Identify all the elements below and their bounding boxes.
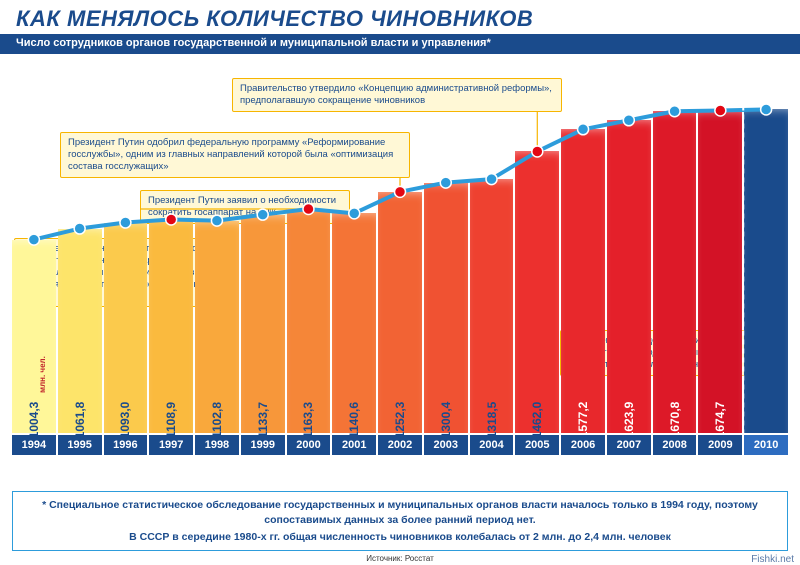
bar-slot: 1577,2 — [561, 96, 605, 433]
bar-value-label: 1674,7 — [713, 402, 727, 439]
bar-value-label: 1163,3 — [301, 402, 315, 438]
bar-value-label: 1577,2 — [576, 402, 590, 439]
year-label: 2004 — [470, 435, 514, 455]
source-label: Источник: Росстат — [0, 554, 800, 563]
bar: 1623,9 — [607, 120, 651, 433]
year-label: 2005 — [515, 435, 559, 455]
bar-value-label: 1102,8 — [210, 402, 224, 438]
footnote-box: * Специальное статистическое обследовани… — [12, 491, 788, 551]
bar: 1133,7 — [241, 215, 285, 433]
chart-area: 1004,3млн. чел.1061,81093,01108,91102,81… — [12, 96, 788, 455]
year-label: 2007 — [607, 435, 651, 455]
infographic-frame: КАК МЕНЯЛОСЬ КОЛИЧЕСТВО ЧИНОВНИКОВ Число… — [0, 0, 800, 565]
year-label: 2009 — [698, 435, 742, 455]
bar-slot — [744, 96, 788, 433]
header: КАК МЕНЯЛОСЬ КОЛИЧЕСТВО ЧИНОВНИКОВ Число… — [0, 0, 800, 54]
bar — [744, 109, 788, 433]
bar: 1462,0 — [515, 151, 559, 433]
bar-value-label: 1140,6 — [347, 402, 361, 438]
bar: 1061,8 — [58, 229, 102, 433]
bar-slot: 1102,8 — [195, 96, 239, 433]
footnote-1: * Специальное статистическое обследовани… — [23, 498, 777, 526]
bar-slot: 1300,4 — [424, 96, 468, 433]
bar: 1300,4 — [424, 183, 468, 433]
bar: 1318,5 — [470, 179, 514, 433]
bar-slot: 1004,3млн. чел. — [12, 96, 56, 433]
bar: 1093,0 — [104, 223, 148, 433]
bar: 1102,8 — [195, 221, 239, 433]
bar-value-label: 1462,0 — [530, 402, 544, 439]
bar-slot: 1674,7 — [698, 96, 742, 433]
year-label: 2001 — [332, 435, 376, 455]
year-label: 1996 — [104, 435, 148, 455]
year-label: 1997 — [149, 435, 193, 455]
bar-slot: 1462,0 — [515, 96, 559, 433]
bar-slot: 1670,8 — [653, 96, 697, 433]
bar-value-label: 1133,7 — [256, 402, 270, 438]
subtitle: Число сотрудников органов государственно… — [16, 37, 784, 49]
footnote-2: В СССР в середине 1980-х гг. общая числе… — [23, 530, 777, 544]
bar-slot: 1093,0 — [104, 96, 148, 433]
bar-slot: 1318,5 — [470, 96, 514, 433]
main-title: КАК МЕНЯЛОСЬ КОЛИЧЕСТВО ЧИНОВНИКОВ — [16, 6, 784, 32]
title-bar: КАК МЕНЯЛОСЬ КОЛИЧЕСТВО ЧИНОВНИКОВ — [0, 0, 800, 34]
bar-slot: 1623,9 — [607, 96, 651, 433]
bar: 1163,3 — [287, 209, 331, 433]
bar-slot: 1108,9 — [149, 96, 193, 433]
year-label: 2010 — [744, 435, 788, 455]
years-row: 1994199519961997199819992000200120022003… — [12, 435, 788, 455]
bar-value-label: 1252,3 — [393, 402, 407, 439]
year-label: 2003 — [424, 435, 468, 455]
bar-value-label: 1093,0 — [118, 402, 132, 439]
watermark: Fishki.net — [751, 554, 794, 565]
bar: 1577,2 — [561, 129, 605, 433]
bar-slot: 1061,8 — [58, 96, 102, 433]
bar-slot: 1140,6 — [332, 96, 376, 433]
year-label: 1995 — [58, 435, 102, 455]
year-label: 1994 — [12, 435, 56, 455]
year-label: 2006 — [561, 435, 605, 455]
unit-label: млн. чел. — [38, 356, 47, 393]
bar-value-label: 1004,3 — [27, 402, 41, 439]
bar-value-label: 1300,4 — [439, 402, 453, 439]
bar: 1670,8 — [653, 111, 697, 433]
bar: 1252,3 — [378, 192, 422, 433]
bar-value-label: 1318,5 — [485, 402, 499, 439]
bar-slot: 1133,7 — [241, 96, 285, 433]
bar-value-label: 1670,8 — [668, 402, 682, 439]
bars-row: 1004,3млн. чел.1061,81093,01108,91102,81… — [12, 96, 788, 433]
bar: 1004,3млн. чел. — [12, 240, 56, 433]
bar-value-label: 1061,8 — [73, 402, 87, 439]
bar-value-label: 1623,9 — [622, 402, 636, 439]
bar: 1140,6 — [332, 213, 376, 433]
bar-slot: 1252,3 — [378, 96, 422, 433]
year-label: 2002 — [378, 435, 422, 455]
year-label: 1999 — [241, 435, 285, 455]
bar: 1108,9 — [149, 219, 193, 433]
bar-slot: 1163,3 — [287, 96, 331, 433]
subtitle-bar: Число сотрудников органов государственно… — [0, 34, 800, 54]
bar: 1674,7 — [698, 111, 742, 433]
year-label: 1998 — [195, 435, 239, 455]
year-label: 2000 — [287, 435, 331, 455]
year-label: 2008 — [653, 435, 697, 455]
bar-value-label: 1108,9 — [164, 402, 178, 438]
